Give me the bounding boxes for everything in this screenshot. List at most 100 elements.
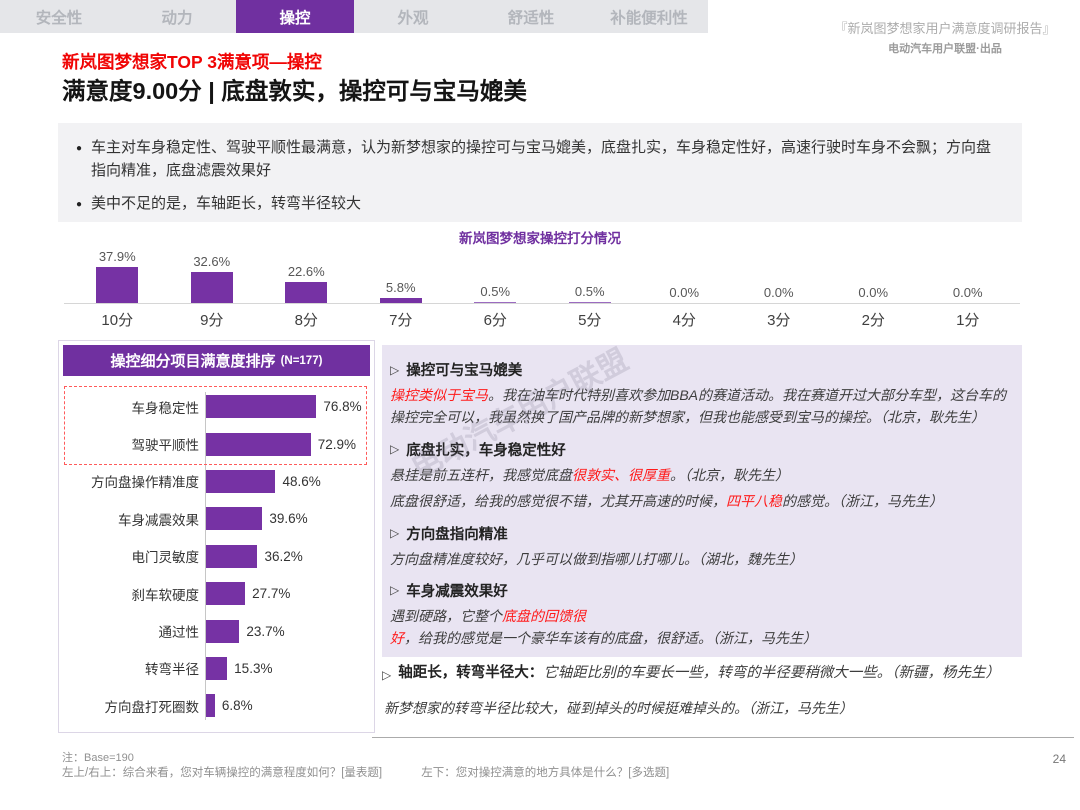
quote-highlight-text: 很敦实、很厚重 xyxy=(572,466,670,483)
dissatisfaction-heading-row: ▷ 轴距长，转弯半径大： 它轴距比别的车要长一些，转弯的半径要稍微大一些。（新疆… xyxy=(382,663,1042,685)
score-axis-label: 4分 xyxy=(672,312,696,329)
subitem-row: 电门灵敏度 36.2% xyxy=(69,538,368,575)
quote-text: 遇到硬路，它整个 xyxy=(390,607,502,624)
bar-value-label: 37.9% xyxy=(98,249,136,264)
subitem-value-label: 36.2% xyxy=(264,548,303,564)
subitem-label: 方向盘打死圈数 xyxy=(104,699,200,715)
summary-bullet: ● 车主对车身稳定性、驾驶平顺性最满意，认为新梦想家的操控可与宝马媲美，底盘扎实… xyxy=(76,136,1002,183)
subitem-bar xyxy=(205,582,246,606)
quote-text: 悬挂是前五连杆，我感觉底盘 xyxy=(390,466,572,483)
subitem-bar xyxy=(205,619,240,643)
tab-安全性[interactable]: 安全性 xyxy=(35,9,83,27)
dissatisfaction-quote: 新梦想家的转弯半径比较大，碰到掉头的时候挺难掉头的。（浙江，马先生） xyxy=(384,699,853,716)
subitem-label: 转弯半径 xyxy=(145,662,199,678)
score-chart-bars: 37.9% 32.6% 22.6% 5.8% 0.5% 0.5% 0.0% 0.0% 0.0% 0… xyxy=(70,245,1015,303)
arrow-icon: ▷ xyxy=(382,668,392,682)
score-bar xyxy=(96,267,139,303)
quotes-panel: ▷ 操控可与宝马媲美操控类似于宝马。我在油车时代特别喜欢参加BBA的赛道活动。我在… xyxy=(382,345,1022,657)
subitem-value-label: 27.7% xyxy=(252,586,291,602)
score-axis-label: 10分 xyxy=(101,312,134,329)
quote-section-heading: ▷ 方向盘指向精准 xyxy=(390,523,1008,544)
subitem-row: 刹车软硬度 27.7% xyxy=(69,575,368,612)
quote-heading-text: 底盘扎实，车身稳定性好 xyxy=(406,442,566,459)
quote-section-heading: ▷ 底盘扎实，车身稳定性好 xyxy=(390,439,1008,460)
bullet-icon: ● xyxy=(76,143,83,154)
score-axis-label: 5分 xyxy=(578,312,602,329)
quote-heading-text: 方向盘指向精准 xyxy=(406,526,508,543)
subitem-label: 驾驶平顺性 xyxy=(131,438,200,454)
subitem-label: 刹车软硬度 xyxy=(131,587,200,603)
publisher: 电动汽车用户联盟·出品 xyxy=(888,43,1002,55)
tab-操控[interactable]: 操控 xyxy=(236,0,354,33)
bar-value-label: 32.6% xyxy=(193,254,231,270)
score-axis-label: 1分 xyxy=(956,312,980,329)
bar-value-label: 0.0% xyxy=(952,285,983,300)
page-number: 24 xyxy=(1052,752,1066,766)
quote-text: 底盘很舒适，给我的感觉很不错，尤其开高速的时候， xyxy=(390,493,726,510)
subitem-value-label: 15.3% xyxy=(234,660,273,676)
subitem-bar xyxy=(205,694,215,718)
score-distribution-chart: 新岚图梦想家操控打分情况 37.9% 32.6% 22.6% 5.8% 0.5% 0.5%… xyxy=(58,227,1022,335)
quote-paragraph: 悬挂是前五连杆，我感觉底盘很敦实、很厚重。（北京，耿先生） xyxy=(390,464,1008,486)
dissatisfaction-inline-quote: 它轴距比别的车要长一些，转弯的半径要稍微大一些。（新疆，杨先生） xyxy=(543,665,1000,681)
subitem-label: 方向盘操作精准度 xyxy=(91,475,199,491)
subitem-label: 电门灵敏度 xyxy=(131,550,200,566)
quote-highlight-text: 底盘的回馈很好 xyxy=(390,607,586,647)
top2-highlight-box xyxy=(64,386,367,465)
score-bar xyxy=(474,301,517,303)
dissatisfaction-section: ▷ 轴距长，转弯半径大： 它轴距比别的车要长一些，转弯的半径要稍微大一些。（新疆… xyxy=(382,663,1042,718)
quote-text: 。我在油车时代特别喜欢参加BBA的赛道活动。我在赛道开过大部分车型，这台车的操控… xyxy=(390,387,1007,426)
score-axis-label: 8分 xyxy=(294,312,318,329)
score-bar xyxy=(190,272,233,303)
quote-section-heading: ▷ 操控可与宝马媲美 xyxy=(390,359,1008,380)
tab-动力[interactable]: 动力 xyxy=(161,9,193,27)
quote-paragraph: 遇到硬路，它整个底盘的回馈很好，给我的感觉是一个豪华车该有的底盘，很舒适。（浙江… xyxy=(390,605,1008,650)
summary-panel: ● 车主对车身稳定性、驾驶平顺性最满意，认为新梦想家的操控可与宝马媲美，底盘扎实… xyxy=(58,123,1022,222)
tab-外观[interactable]: 外观 xyxy=(397,9,429,27)
score-bar-slot: 0.0% xyxy=(826,285,921,303)
subitem-panel-title: 操控细分项目满意度排序 xyxy=(110,353,276,370)
footer-note: 注：Base=190 xyxy=(62,752,134,764)
quote-heading-text: 车身减震效果好 xyxy=(406,583,508,600)
dissatisfaction-heading: 轴距长，转弯半径大： xyxy=(398,665,544,681)
score-chart-labels: 10分 9分 8分 7分 6分 5分 4分 3分 2分 1分 xyxy=(70,309,1015,330)
score-bar-slot: 22.6% xyxy=(259,264,354,303)
quote-text: 。（北京，耿先生） xyxy=(670,466,789,483)
score-axis-label: 7分 xyxy=(389,312,413,329)
quote-highlight-text: 操控类似于宝马 xyxy=(390,387,488,403)
subitem-value-label: 6.8% xyxy=(221,698,253,714)
tab-补能便利性[interactable]: 补能便利性 xyxy=(610,9,688,27)
bar-value-label: 5.8% xyxy=(385,279,416,295)
arrow-icon: ▷ xyxy=(390,362,400,377)
quote-paragraph: 操控类似于宝马。我在油车时代特别喜欢参加BBA的赛道活动。我在赛道开过大部分车型… xyxy=(390,384,1008,429)
subitem-ranking-panel: 操控细分项目满意度排序 (N=177) 车身稳定性 76.8% 驾驶平顺性 72.9%… xyxy=(58,340,375,733)
subitem-chart-rows: 车身稳定性 76.8% 驾驶平顺性 72.9% 方向盘操作精准度 48.6% 车身减震效果 3… xyxy=(64,386,368,726)
score-axis-label: 3分 xyxy=(767,312,791,329)
subitem-row: 驾驶平顺性 72.9% xyxy=(69,425,368,462)
footer-divider xyxy=(372,737,1074,738)
footer-source-right: 左下：您对操控满意的地方具体是什么？[多选题] xyxy=(421,767,670,779)
bar-value-label: 0.5% xyxy=(574,283,605,299)
subitem-value-label: 48.6% xyxy=(282,473,321,489)
bar-value-label: 22.6% xyxy=(287,263,325,279)
subitem-row: 转弯半径 15.3% xyxy=(69,650,368,687)
score-bar-slot: 5.8% xyxy=(354,279,449,303)
page-title: 满意度9.00分 | 底盘敦实，操控可与宝马媲美 xyxy=(62,78,527,104)
subitem-value-label: 23.7% xyxy=(246,623,285,639)
arrow-icon: ▷ xyxy=(390,526,400,541)
score-bar-slot: 0.0% xyxy=(732,285,827,303)
subitem-bar xyxy=(205,544,258,568)
score-bar-slot: 37.9% xyxy=(70,249,165,303)
bullet-text: 美中不足的是，车轴距长，转弯半径较大 xyxy=(91,194,362,212)
subitem-panel-header: 操控细分项目满意度排序 (N=177) xyxy=(63,345,370,376)
subitem-row: 方向盘操作精准度 48.6% xyxy=(69,463,368,500)
subitem-row: 通过性 23.7% xyxy=(69,612,368,649)
score-bar-slot: 0.0% xyxy=(921,285,1016,303)
quote-section-heading: ▷ 车身减震效果好 xyxy=(390,580,1008,601)
score-bar xyxy=(285,281,328,303)
quote-text: 的感觉。（浙江，马先生） xyxy=(782,493,943,510)
tab-舒适性[interactable]: 舒适性 xyxy=(507,9,555,27)
chart-axis-line xyxy=(205,392,206,720)
quote-heading-text: 操控可与宝马媲美 xyxy=(406,363,523,379)
